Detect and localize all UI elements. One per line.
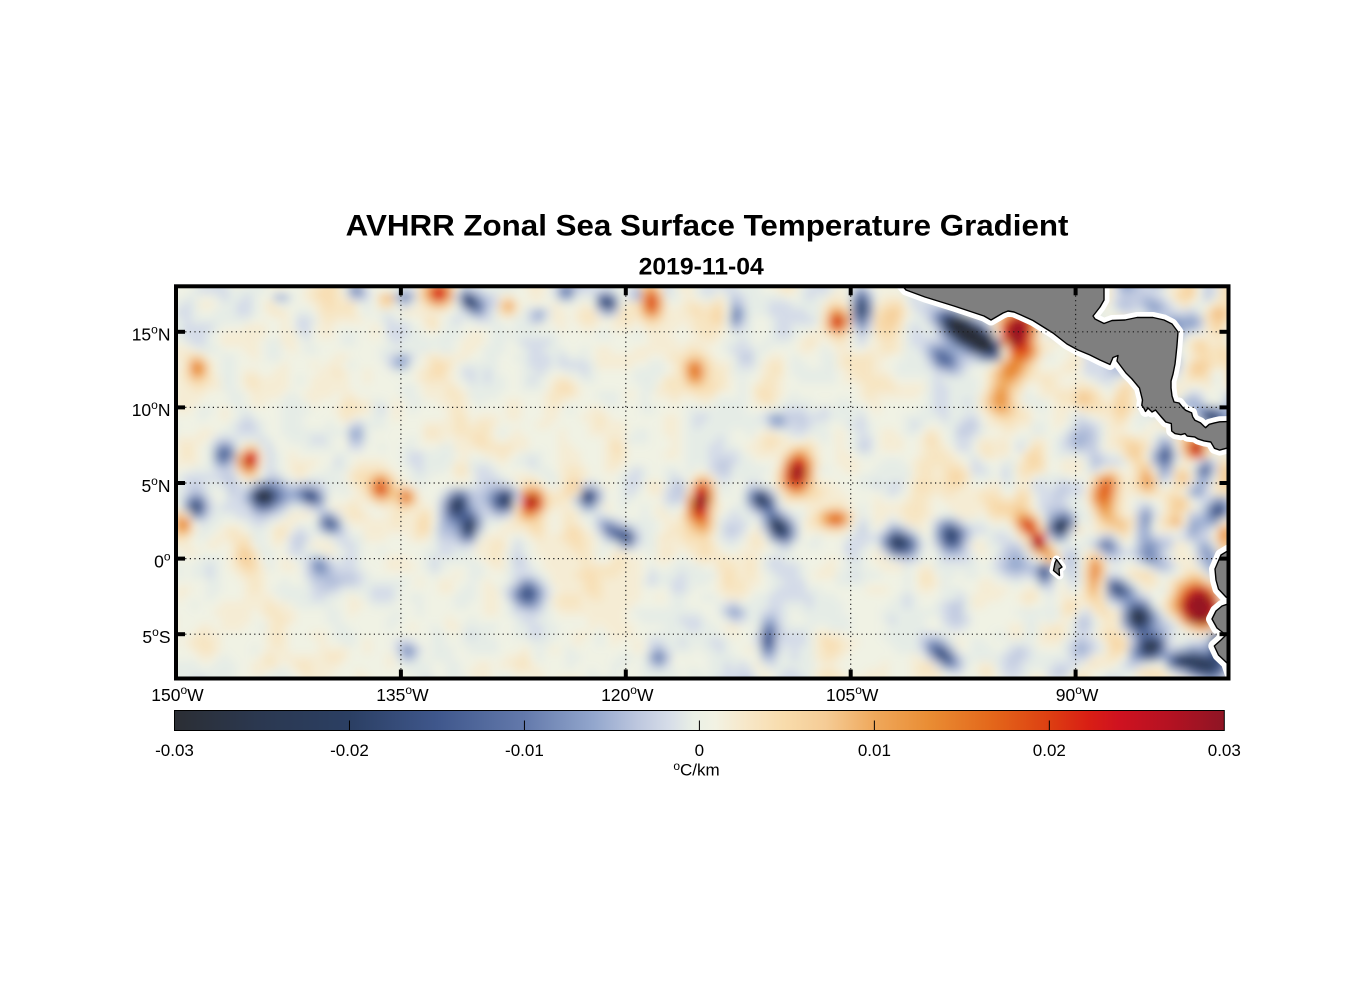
svg-text:150oW: 150oW xyxy=(151,683,204,705)
svg-text:0.01: 0.01 xyxy=(858,741,891,760)
svg-text:0.03: 0.03 xyxy=(1208,741,1241,760)
svg-text:135oW: 135oW xyxy=(376,683,429,705)
svg-text:5oS: 5oS xyxy=(142,625,170,647)
svg-text:90oW: 90oW xyxy=(1056,683,1099,705)
svg-text:120oW: 120oW xyxy=(601,683,654,705)
svg-text:2019-11-04: 2019-11-04 xyxy=(639,254,765,281)
svg-text:AVHRR Zonal Sea Surface Temper: AVHRR Zonal Sea Surface Temperature Grad… xyxy=(346,209,1069,242)
svg-text:-0.03: -0.03 xyxy=(155,741,194,760)
svg-text:5oN: 5oN xyxy=(141,474,170,496)
svg-text:0: 0 xyxy=(695,741,704,760)
svg-text:-0.02: -0.02 xyxy=(330,741,369,760)
svg-text:105oW: 105oW xyxy=(826,683,879,705)
svg-text:15oN: 15oN xyxy=(132,323,171,345)
svg-text:0.02: 0.02 xyxy=(1033,741,1066,760)
svg-text:10oN: 10oN xyxy=(132,398,171,420)
svg-text:oC/km: oC/km xyxy=(673,759,719,780)
svg-text:-0.01: -0.01 xyxy=(505,741,544,760)
